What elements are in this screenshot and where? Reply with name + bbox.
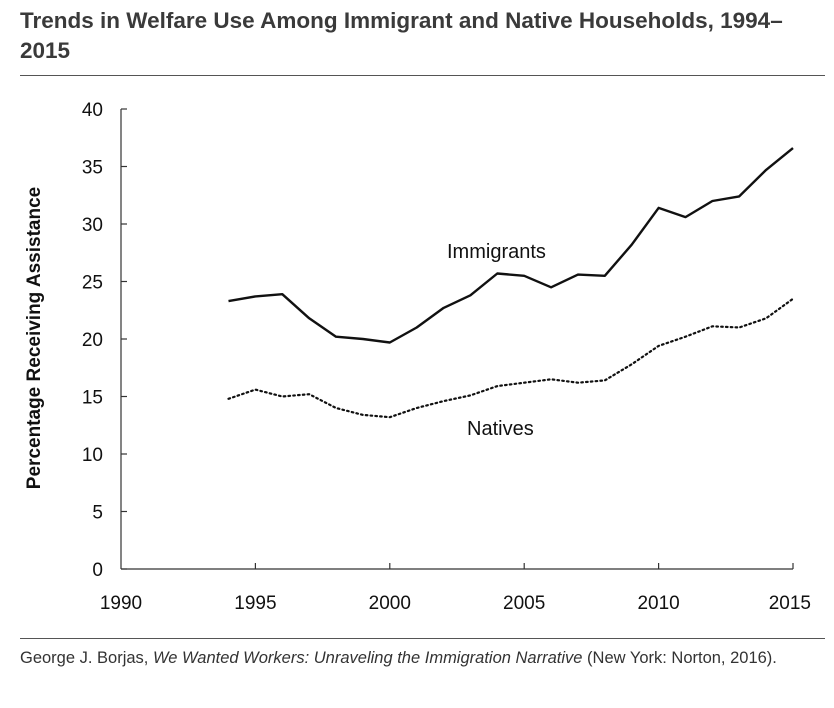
y-axis-label: Percentage Receiving Assistance bbox=[24, 187, 45, 489]
y-tick-label: 40 bbox=[82, 100, 103, 121]
y-tick-label: 0 bbox=[92, 560, 103, 581]
chart-axes bbox=[120, 109, 793, 570]
source-rule bbox=[20, 638, 825, 639]
y-tick-label: 25 bbox=[82, 273, 103, 294]
source-citation: George J. Borjas, We Wanted Workers: Unr… bbox=[20, 646, 825, 670]
chart-title: Trends in Welfare Use Among Immigrant an… bbox=[20, 8, 783, 63]
y-tick-label: 35 bbox=[82, 158, 103, 179]
source-publisher: (New York: Norton, 2016). bbox=[582, 649, 777, 667]
x-tick-label: 2015 bbox=[769, 593, 811, 614]
x-axis-ticks: 1990 1995 2000 2005 2010 2015 bbox=[100, 563, 811, 614]
immigrants-series-label: Immigrants bbox=[447, 241, 546, 263]
x-tick-label: 2000 bbox=[369, 593, 411, 614]
x-tick-label: 2010 bbox=[637, 593, 679, 614]
y-tick-label: 15 bbox=[82, 388, 103, 409]
y-tick-label: 5 bbox=[92, 503, 103, 524]
x-tick-label: 1995 bbox=[234, 593, 276, 614]
source-author: George J. Borjas, bbox=[20, 649, 153, 667]
x-tick-label: 1990 bbox=[100, 593, 142, 614]
series-line-natives bbox=[227, 297, 795, 419]
series-line-immigrants bbox=[228, 147, 794, 344]
source-book-title: We Wanted Workers: Unraveling the Immigr… bbox=[152, 649, 583, 667]
y-tick-label: 10 bbox=[82, 445, 103, 466]
y-axis-ticks: 0 5 10 15 20 25 30 35 40 bbox=[82, 100, 127, 581]
title-rule bbox=[20, 75, 825, 76]
series-lines bbox=[227, 147, 795, 419]
line-chart: 0 5 10 15 20 25 30 35 40 1990 1995 2000 2005 2010 201… bbox=[24, 100, 811, 614]
y-tick-label: 20 bbox=[82, 330, 103, 351]
natives-series-label: Natives bbox=[467, 418, 534, 440]
x-tick-label: 2005 bbox=[503, 593, 545, 614]
y-tick-label: 30 bbox=[82, 215, 103, 236]
